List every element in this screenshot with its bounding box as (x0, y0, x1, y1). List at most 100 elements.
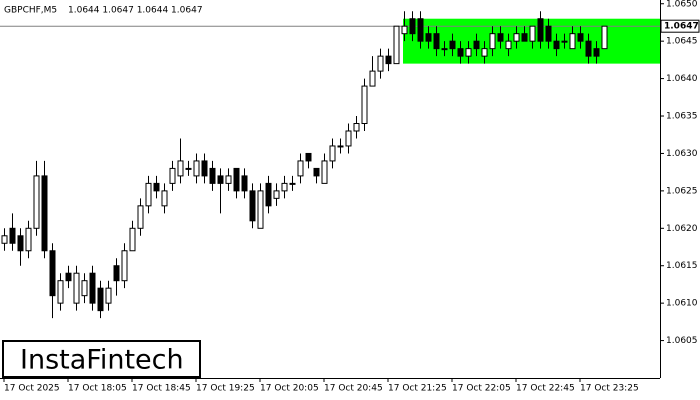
watermark: InstaFintech (20, 345, 184, 376)
y-tick-label: 1.0630 (666, 149, 698, 159)
candle-body (97, 287, 104, 312)
candle-body (137, 205, 144, 229)
candle-body (529, 25, 536, 42)
candle-body (153, 182, 160, 192)
candle-body (225, 175, 232, 184)
candle-body (41, 175, 48, 252)
y-tick-label: 1.0605 (666, 336, 698, 346)
candle-body (409, 18, 416, 35)
y-tick-label: 1.0610 (666, 299, 698, 309)
candle-body (313, 167, 320, 177)
candle-body (473, 40, 480, 50)
candle-body (457, 48, 464, 57)
y-tick-label: 1.0645 (666, 37, 698, 47)
y-tick-label: 1.0625 (666, 186, 698, 196)
x-tick-label: 17 Oct 23:25 (580, 384, 639, 394)
candle-body (569, 33, 576, 50)
candle-body (89, 272, 96, 304)
candle-body (193, 160, 200, 177)
chart-title: GBPCHF,M5 (4, 6, 57, 16)
candle-body (233, 167, 240, 192)
candle-body (497, 33, 504, 42)
y-tick-label: 1.0650 (666, 0, 698, 9)
candle-body (241, 175, 248, 192)
candle-body (201, 160, 208, 177)
candle-body (545, 25, 552, 42)
candle-body (361, 85, 368, 125)
candle-body (321, 160, 328, 184)
candle-body (265, 182, 272, 207)
candle-body (281, 182, 288, 192)
candle-body (185, 167, 192, 170)
candle-layer (1, 11, 608, 319)
candle-body (25, 227, 32, 252)
axis-layer: 1.0605 1.0610 1.0615 1.0620 1.0625 1.0630 1.06… (3, 0, 700, 394)
candle-body (353, 123, 360, 132)
candle-body (577, 33, 584, 42)
candle-body (33, 175, 40, 229)
x-tick-label: 17 Oct 19:25 (196, 384, 255, 394)
x-tick-label: 17 Oct 18:05 (68, 384, 127, 394)
candle-body (393, 25, 400, 65)
current-price-label: 1.0647 (664, 22, 699, 32)
candle-body (521, 33, 528, 42)
candle-body (585, 40, 592, 57)
candle-body (417, 18, 424, 42)
candle-body (425, 33, 432, 42)
candle-body (65, 272, 72, 282)
candle-body (73, 272, 80, 304)
candle-body (449, 40, 456, 50)
candle-body (17, 235, 24, 252)
candle-body (169, 167, 176, 184)
candle-body (209, 167, 216, 184)
current-price-box (660, 19, 700, 33)
candle-body (337, 145, 344, 148)
x-tick-label: 17 Oct 21:25 (388, 384, 447, 394)
candle-body (513, 33, 520, 42)
candle-body (401, 25, 408, 35)
x-tick-label: 17 Oct 2025 (4, 384, 60, 394)
candle-body (113, 265, 120, 282)
x-tick-label: 17 Oct 18:45 (132, 384, 191, 394)
candle-body (9, 227, 16, 244)
chart-subtitle: 1.0644 1.0647 1.0644 1.0647 (68, 6, 203, 16)
x-tick-label: 17 Oct 22:05 (452, 384, 511, 394)
watermark-box (2, 340, 201, 378)
x-tick-label: 17 Oct 20:05 (260, 384, 319, 394)
candle-body (289, 182, 296, 185)
candle-body (329, 145, 336, 162)
candle-body (273, 190, 280, 199)
candle-body (305, 152, 312, 162)
candle-body (593, 48, 600, 57)
candle-body (129, 227, 136, 252)
candle-body (377, 55, 384, 72)
candle-body (553, 40, 560, 50)
candle-body (561, 40, 568, 43)
candle-body (441, 48, 448, 51)
candle-body (217, 175, 224, 184)
candle-body (161, 190, 168, 207)
candle-body (49, 250, 56, 297)
candle-body (297, 160, 304, 177)
candle-body (433, 33, 440, 50)
candle-body (145, 182, 152, 207)
candle-body (369, 70, 376, 87)
y-tick-label: 1.0635 (666, 112, 698, 122)
candle-body (489, 33, 496, 50)
candle-body (81, 280, 88, 297)
x-tick-label: 17 Oct 20:45 (324, 384, 383, 394)
candle-body (465, 48, 472, 57)
candle-body (1, 235, 8, 244)
y-tick-label: 1.0615 (666, 261, 698, 271)
candle-body (601, 25, 608, 50)
candle-body (249, 190, 256, 222)
candle-body (481, 48, 488, 57)
x-tick-label: 17 Oct 22:45 (516, 384, 575, 394)
candle-body (505, 40, 512, 50)
candle-body (177, 160, 184, 177)
candle-body (257, 190, 264, 229)
candle-body (57, 280, 64, 304)
candle-body (385, 55, 392, 65)
